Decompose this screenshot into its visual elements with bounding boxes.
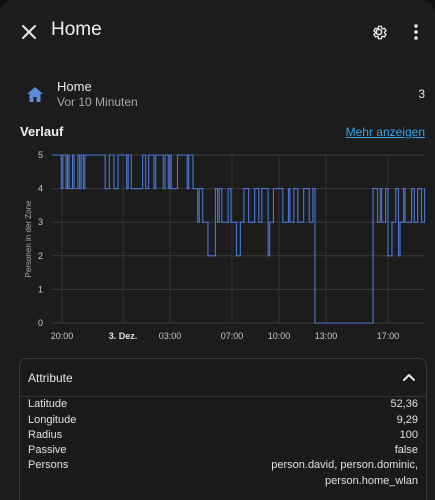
attribute-row-persons-cont: person.home_wlan	[28, 475, 418, 490]
y-tick-label: 3	[38, 217, 43, 227]
x-tick-label: 3. Dez.	[109, 331, 138, 341]
attribute-value: person.david, person.dominic,	[271, 459, 418, 471]
attribute-key: Passive	[28, 444, 67, 456]
dialog-header: Home	[0, 0, 435, 64]
attribute-key: Longitude	[28, 414, 77, 426]
gear-icon[interactable]	[364, 17, 394, 47]
attribute-value: 100	[399, 429, 418, 441]
show-more-link[interactable]: Mehr anzeigen	[345, 125, 425, 139]
y-tick-label: 2	[38, 251, 43, 261]
history-chart: 0 1 2 3 4 5 20:00 3. Dez. 03:00 07:00 10:00 13:00 17…	[24, 150, 426, 341]
y-tick-label: 4	[38, 184, 43, 194]
attribute-key: Persons	[28, 459, 69, 471]
attribute-key: Latitude	[28, 398, 68, 410]
attribute-row-passive: Passive false	[28, 444, 418, 459]
attributes-panel: Attribute Latitude 52,36 Longitude 9,29 …	[19, 358, 427, 500]
series-line	[52, 154, 426, 324]
more-vert-icon[interactable]	[404, 17, 428, 47]
x-tick-label: 10:00	[268, 331, 291, 341]
y-tick-label: 5	[38, 150, 43, 160]
attribute-row-radius: Radius 100	[28, 429, 418, 444]
close-icon[interactable]	[14, 18, 44, 46]
history-title: Verlauf	[20, 124, 64, 139]
y-tick-label: 0	[38, 318, 43, 328]
home-icon	[27, 87, 43, 102]
attribute-key: Radius	[28, 429, 63, 441]
attribute-value: 52,36	[390, 398, 418, 410]
entity-name: Home	[57, 79, 92, 94]
x-tick-label: 20:00	[51, 331, 74, 341]
attribute-row-latitude: Latitude 52,36	[28, 398, 418, 413]
attribute-row-persons: Persons person.david, person.dominic,	[28, 459, 418, 474]
attribute-value: person.home_wlan	[325, 475, 418, 487]
x-tick-label: 17:00	[377, 331, 400, 341]
attribute-row-longitude: Longitude 9,29	[28, 414, 418, 429]
attributes-title: Attribute	[28, 371, 73, 385]
dialog-title: Home	[51, 19, 102, 40]
x-tick-label: 07:00	[221, 331, 244, 341]
attribute-value: 9,29	[396, 414, 418, 426]
chevron-up-icon	[403, 374, 415, 381]
y-axis-label: Personen in der Zone	[24, 200, 33, 277]
attributes-header[interactable]: Attribute	[20, 359, 426, 397]
x-tick-label: 03:00	[159, 331, 182, 341]
attribute-value: false	[394, 444, 418, 456]
entity-last-changed: Vor 10 Minuten	[57, 95, 138, 109]
y-tick-label: 1	[38, 284, 43, 294]
entity-state-row[interactable]: Home Vor 10 Minuten 3	[0, 76, 435, 116]
x-tick-label: 13:00	[315, 331, 338, 341]
entity-state: 3	[418, 87, 425, 101]
